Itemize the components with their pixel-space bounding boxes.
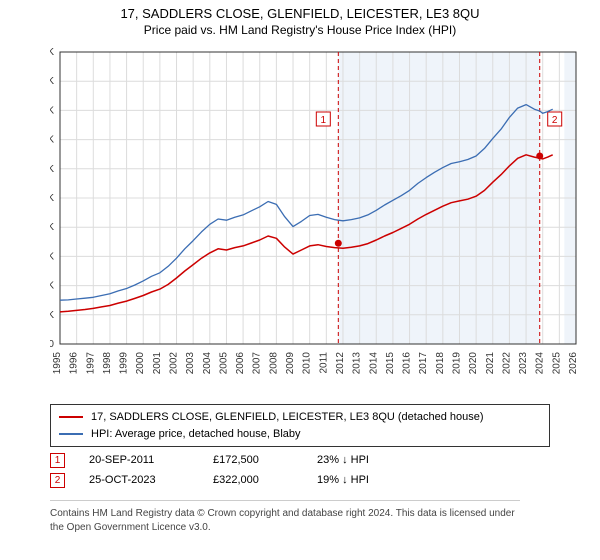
svg-text:1: 1 [321,115,327,126]
svg-text:2026: 2026 [568,352,579,375]
svg-text:£150K: £150K [50,251,54,262]
svg-text:2010: 2010 [302,352,313,375]
svg-text:2003: 2003 [185,352,196,375]
svg-text:1996: 1996 [69,352,80,375]
svg-text:1995: 1995 [52,352,63,375]
legend-item: HPI: Average price, detached house, Blab… [59,426,541,443]
svg-text:2024: 2024 [535,352,546,375]
svg-text:2008: 2008 [268,352,279,375]
svg-text:2013: 2013 [352,352,363,375]
sale-diff: 19% ↓ HPI [317,474,417,486]
sale-badge: 1 [50,453,65,468]
sale-badge: 2 [50,473,65,488]
svg-text:2000: 2000 [135,352,146,375]
svg-text:2022: 2022 [501,352,512,375]
svg-text:2007: 2007 [252,352,263,375]
chart-title: 17, SADDLERS CLOSE, GLENFIELD, LEICESTER… [0,0,600,21]
svg-text:£50K: £50K [50,310,54,321]
svg-text:2005: 2005 [218,352,229,375]
legend-item: 17, SADDLERS CLOSE, GLENFIELD, LEICESTER… [59,409,541,426]
sale-date: 20-SEP-2011 [89,454,189,466]
svg-text:£300K: £300K [50,164,54,175]
price-chart: £0 £50K £100K £150K £200K £250K £300K £350K £400… [50,48,586,394]
legend-swatch [59,416,83,418]
svg-text:2002: 2002 [169,352,180,375]
sale-price: £172,500 [213,454,293,466]
svg-text:2019: 2019 [451,352,462,375]
svg-text:2: 2 [552,115,558,126]
svg-text:1998: 1998 [102,352,113,375]
chart-subtitle: Price paid vs. HM Land Registry's House … [0,21,600,43]
svg-text:1997: 1997 [85,352,96,375]
svg-text:2015: 2015 [385,352,396,375]
sale-price: £322,000 [213,474,293,486]
legend-label: HPI: Average price, detached house, Blab… [91,426,301,443]
svg-text:2009: 2009 [285,352,296,375]
svg-text:2018: 2018 [435,352,446,375]
svg-text:£400K: £400K [50,105,54,116]
sale-row: 2 25-OCT-2023 £322,000 19% ↓ HPI [50,470,550,490]
svg-text:2012: 2012 [335,352,346,375]
svg-text:2017: 2017 [418,352,429,375]
svg-text:2025: 2025 [551,352,562,375]
svg-text:2020: 2020 [468,352,479,375]
svg-text:1999: 1999 [119,352,130,375]
svg-text:£450K: £450K [50,76,54,87]
svg-text:2014: 2014 [368,352,379,375]
svg-text:£500K: £500K [50,48,54,58]
svg-text:2004: 2004 [202,352,213,375]
sale-date: 25-OCT-2023 [89,474,189,486]
sale-row: 1 20-SEP-2011 £172,500 23% ↓ HPI [50,450,550,470]
legend: 17, SADDLERS CLOSE, GLENFIELD, LEICESTER… [50,404,550,447]
svg-text:2021: 2021 [485,352,496,375]
svg-text:2023: 2023 [518,352,529,375]
svg-text:£0: £0 [50,339,54,350]
svg-text:2001: 2001 [152,352,163,375]
svg-text:2006: 2006 [235,352,246,375]
legend-label: 17, SADDLERS CLOSE, GLENFIELD, LEICESTER… [91,409,484,426]
svg-text:£200K: £200K [50,222,54,233]
footer-attribution: Contains HM Land Registry data © Crown c… [50,500,520,534]
svg-text:£250K: £250K [50,193,54,204]
svg-text:2016: 2016 [402,352,413,375]
legend-swatch [59,433,83,435]
svg-text:£100K: £100K [50,281,54,292]
sales-table: 1 20-SEP-2011 £172,500 23% ↓ HPI 2 25-OCT-202… [50,450,550,490]
svg-text:£350K: £350K [50,135,54,146]
sale-diff: 23% ↓ HPI [317,454,417,466]
svg-text:2011: 2011 [318,352,329,374]
